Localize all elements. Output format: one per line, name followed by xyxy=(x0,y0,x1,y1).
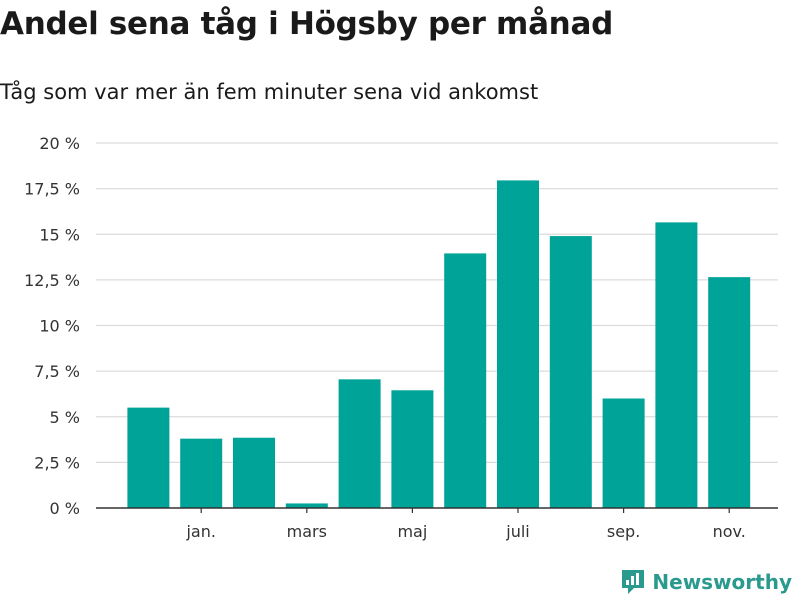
y-tick-label: 10 % xyxy=(39,317,80,336)
x-tick-label: nov. xyxy=(713,522,746,541)
bar-chart: 0 % 2,5 % 5 % 7,5 % 10 % 12,5 % 15 % 17,5 % 20 %… xyxy=(24,134,778,541)
y-tick-label: 5 % xyxy=(50,408,80,427)
chart-title: Andel sena tåg i Högsby per månad xyxy=(0,6,613,42)
newsworthy-logo-icon xyxy=(622,570,645,594)
y-tick-label: 2,5 % xyxy=(34,453,80,472)
y-tick-label: 20 % xyxy=(39,134,80,153)
bar xyxy=(180,438,223,508)
bar xyxy=(655,222,698,508)
bar xyxy=(602,398,645,508)
x-tick-label: maj xyxy=(397,522,427,541)
x-tick-label: jan. xyxy=(185,522,215,541)
newsworthy-logo: Newsworthy xyxy=(620,568,792,596)
bar xyxy=(285,503,328,508)
y-tick-label: 12,5 % xyxy=(24,271,80,290)
bar xyxy=(497,180,539,508)
x-tick-label: juli xyxy=(505,522,529,541)
y-tick-label: 17,5 % xyxy=(24,180,80,199)
x-axis xyxy=(96,507,778,513)
chart-subtitle: Tåg som var mer än fem minuter sena vid … xyxy=(0,80,539,104)
x-tick-label: mars xyxy=(287,522,327,541)
y-tick-label: 15 % xyxy=(39,225,80,244)
bar xyxy=(127,407,170,508)
y-tick-label: 0 % xyxy=(50,499,80,518)
y-tick-label: 7,5 % xyxy=(34,362,80,381)
bar xyxy=(391,390,434,508)
bar xyxy=(233,437,275,508)
bars xyxy=(127,180,751,508)
newsworthy-logo-text: Newsworthy xyxy=(652,570,792,594)
bar xyxy=(338,379,381,508)
y-axis-tick-labels: 0 % 2,5 % 5 % 7,5 % 10 % 12,5 % 15 % 17,5 % 20 % xyxy=(24,134,80,518)
x-tick-label: sep. xyxy=(607,522,640,541)
bar xyxy=(444,253,487,508)
x-axis-tick-labels: jan. mars maj juli sep. nov. xyxy=(185,522,745,541)
bar xyxy=(549,236,592,508)
bar xyxy=(708,277,751,508)
